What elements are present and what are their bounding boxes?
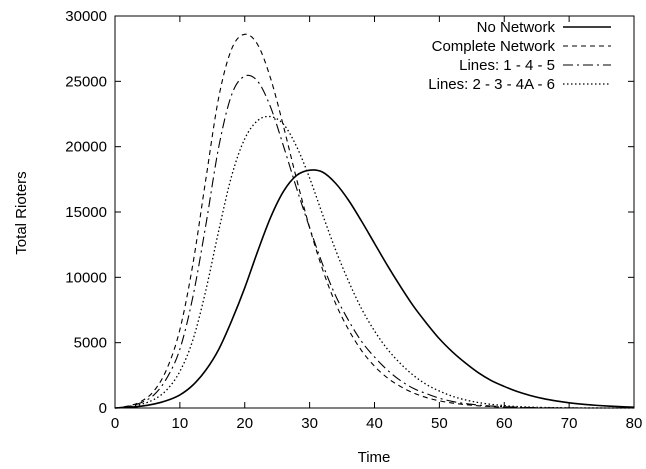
- series-lines: [114, 33, 635, 409]
- y-tick-label: 15000: [65, 204, 107, 221]
- x-tick-label: 0: [111, 415, 119, 432]
- legend: No Network Complete Network Lines: 1 - 4 -…: [428, 19, 611, 93]
- x-tick-label: 80: [626, 415, 643, 432]
- y-tick-label: 30000: [65, 8, 107, 25]
- x-axis-label: Time: [358, 449, 391, 466]
- y-tick-label: 20000: [65, 139, 107, 156]
- y-tick-label: 25000: [65, 73, 107, 90]
- series-line-3: [114, 74, 634, 409]
- x-tick-label: 50: [431, 415, 448, 432]
- x-tick-label: 30: [301, 415, 318, 432]
- plot-frame: [114, 15, 635, 409]
- x-tick-label: 60: [496, 415, 513, 432]
- legend-label: No Network: [477, 19, 556, 36]
- axes: [114, 15, 635, 409]
- y-tick-label: 10000: [65, 269, 107, 286]
- x-tick-label: 10: [172, 415, 189, 432]
- x-tick-label: 20: [236, 415, 253, 432]
- legend-label: Lines: 1 - 4 - 5: [459, 57, 555, 74]
- series-line-2: [114, 33, 634, 409]
- y-tick-label: 0: [99, 400, 107, 417]
- x-tick-label: 40: [366, 415, 383, 432]
- series-line-4: [114, 115, 635, 409]
- x-tick-label: 70: [561, 415, 578, 432]
- y-tick-label: 5000: [74, 335, 107, 352]
- series-line-1: [114, 169, 635, 409]
- legend-label: Complete Network: [432, 38, 556, 55]
- ticks: 0 10 20 30 40 50 60 70 80 0 5000 10000 15000 20000 250…: [65, 8, 642, 432]
- y-axis-label: Total Rioters: [13, 171, 30, 254]
- legend-label: Lines: 2 - 3 - 4A - 6: [428, 76, 555, 93]
